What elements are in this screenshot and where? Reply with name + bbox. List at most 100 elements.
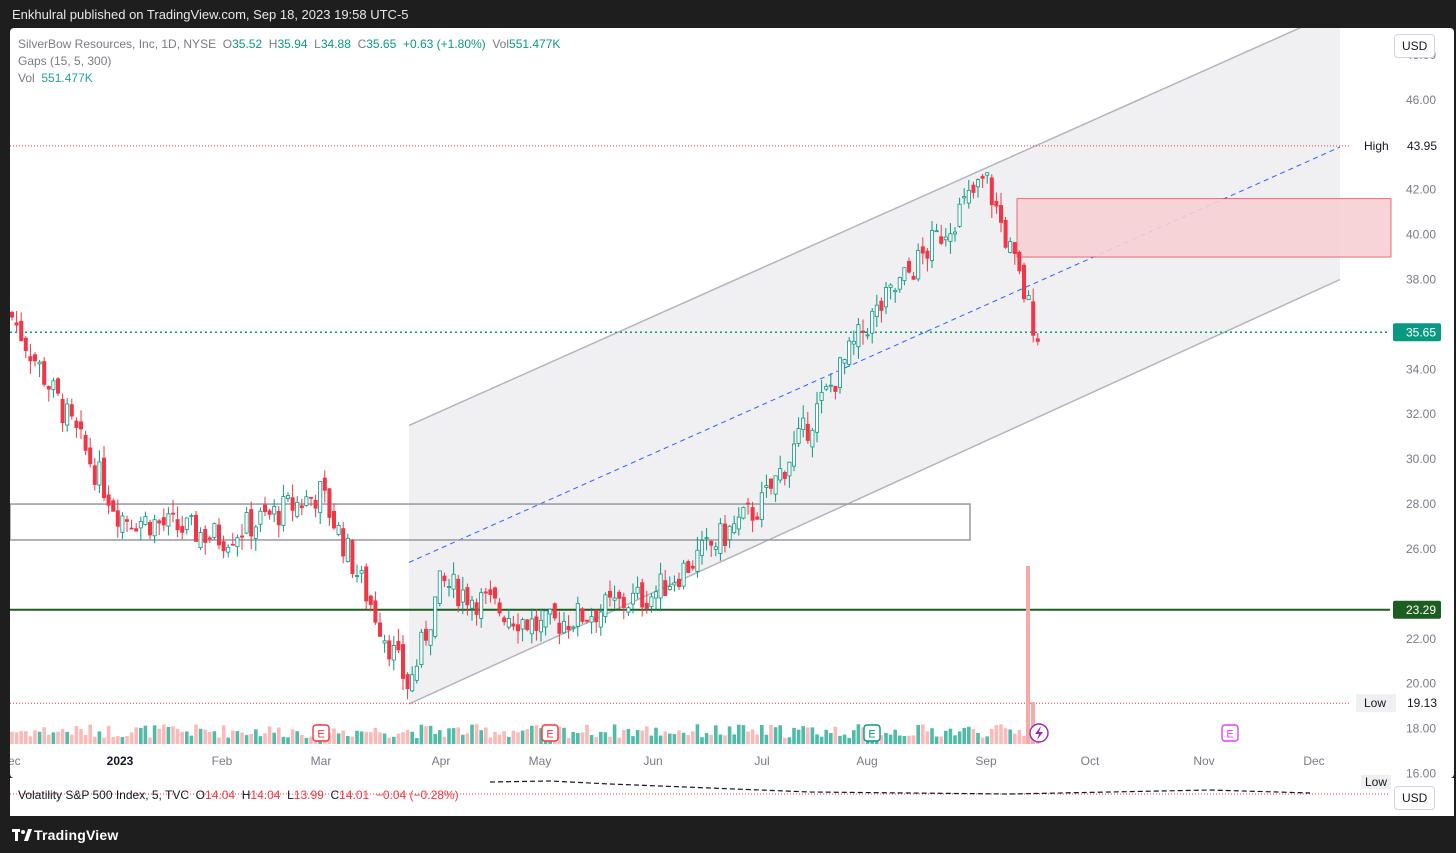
main-chart-panel[interactable]: E E E E 16.00 18.00 20.00 22.00 26.00 28.00 30.00 3…	[10, 28, 1454, 778]
candle-body	[902, 267, 907, 282]
volume-bar	[1031, 702, 1035, 744]
candle-body	[948, 233, 953, 242]
volume-bar	[907, 735, 911, 744]
y-tick-label: 18.00	[1406, 722, 1436, 736]
candle-body	[999, 205, 1004, 223]
candle-body	[56, 378, 61, 394]
volume-bar	[433, 733, 437, 744]
volume-bar	[925, 731, 930, 744]
volume-bar	[484, 727, 488, 744]
volume-bar	[631, 736, 635, 744]
volume-bar	[120, 737, 125, 744]
volume-bar	[994, 725, 999, 744]
earnings-marker-4[interactable]: E	[1221, 724, 1239, 742]
candle-body	[290, 497, 295, 511]
high-value: 35.94	[277, 37, 308, 51]
vix-currency-button[interactable]: USD	[1394, 786, 1436, 810]
volume-bar	[143, 725, 148, 744]
candle-body	[446, 586, 451, 588]
volume-bar	[962, 727, 966, 744]
volume-bar	[990, 728, 994, 744]
volume-bar	[645, 726, 649, 744]
volume-bar	[93, 736, 97, 744]
volume-bar	[102, 737, 106, 744]
volume-bar	[833, 726, 838, 744]
candle-body	[939, 236, 944, 244]
gaps-indicator-label[interactable]: Gaps (15, 5, 300)	[18, 54, 112, 68]
volume-bar	[65, 731, 69, 744]
candle-body	[230, 543, 235, 546]
low-value-tag-bg	[1398, 694, 1442, 713]
volume-bar	[686, 735, 690, 744]
candle-body	[957, 203, 962, 227]
earnings-marker-3[interactable]: E	[863, 724, 881, 742]
volume-bar	[456, 727, 460, 744]
high-value-tag: 43.95	[1398, 136, 1442, 155]
volume-bar	[953, 735, 957, 744]
volume-bar	[37, 731, 42, 744]
volume-bar	[203, 729, 207, 744]
candle-body	[207, 537, 212, 540]
volume-bar	[479, 730, 483, 744]
candle-body	[870, 310, 875, 334]
published-text: Enkhulral published on TradingView.com, …	[12, 7, 409, 22]
volume-bar	[622, 730, 626, 744]
y-tick-label: 46.00	[1406, 93, 1436, 107]
candle-body	[916, 250, 921, 280]
volume-bar	[829, 732, 833, 744]
candle-body	[143, 516, 148, 525]
vol-indicator-line[interactable]: Vol 551.477K	[18, 71, 93, 85]
candle-body	[566, 625, 571, 631]
candle-body	[617, 591, 622, 599]
x-tick-label: Jun	[643, 754, 662, 768]
earnings-marker-label: E	[317, 729, 324, 741]
range-box	[10, 503, 971, 541]
volume-bar	[175, 728, 180, 744]
candle-body	[934, 230, 939, 233]
candle-body	[833, 385, 838, 392]
volume-bar	[852, 730, 856, 744]
tradingview-logo-icon[interactable]	[12, 828, 32, 842]
earnings-marker-1[interactable]: E	[312, 724, 330, 742]
volume-bar	[240, 732, 244, 744]
earnings-marker-2[interactable]: E	[541, 724, 559, 742]
currency-button[interactable]: USD	[1394, 34, 1436, 58]
volume-bar	[369, 732, 373, 744]
volume-bar	[171, 726, 175, 744]
volume-bar	[617, 737, 621, 744]
volume-bar	[286, 737, 290, 744]
candle-body	[953, 231, 958, 235]
price-chart[interactable]: E E E E 16.00 18.00 20.00 22.00 26.00 28.00 30.00 3…	[10, 28, 1454, 778]
candle-body	[884, 287, 889, 308]
candle-body	[557, 622, 562, 634]
candle-body	[621, 596, 626, 608]
volume-bar	[580, 732, 585, 744]
volume-bar	[116, 735, 120, 744]
low-label-bg	[1356, 694, 1396, 713]
candle-body	[377, 622, 382, 637]
earnings-marker-box	[1221, 724, 1239, 742]
candle-body	[879, 300, 884, 311]
candle-body	[79, 421, 84, 430]
volume-bar	[704, 733, 709, 744]
volume-bar	[162, 724, 166, 744]
volume-bar	[263, 733, 267, 744]
candle-body	[810, 429, 815, 448]
volume-bar	[663, 731, 667, 744]
earnings-marker-label: E	[868, 729, 875, 741]
volume-bar	[493, 731, 497, 744]
candle-body	[295, 501, 300, 517]
candle-body	[704, 537, 709, 540]
candle-body	[847, 340, 852, 365]
candle-body	[736, 516, 741, 530]
volume-bar	[819, 736, 824, 744]
volume-bar	[281, 736, 286, 744]
volume-bar	[796, 729, 801, 744]
volume-bar	[28, 736, 33, 744]
candle-body	[97, 461, 102, 486]
vix-panel[interactable]: Volatility S&P 500 Index, 5, TVC O14.04 …	[10, 775, 1454, 816]
candle-body	[552, 603, 557, 619]
tradingview-brand[interactable]: TradingView	[34, 827, 119, 843]
candle-body	[244, 512, 249, 534]
volume-bar	[309, 736, 313, 744]
